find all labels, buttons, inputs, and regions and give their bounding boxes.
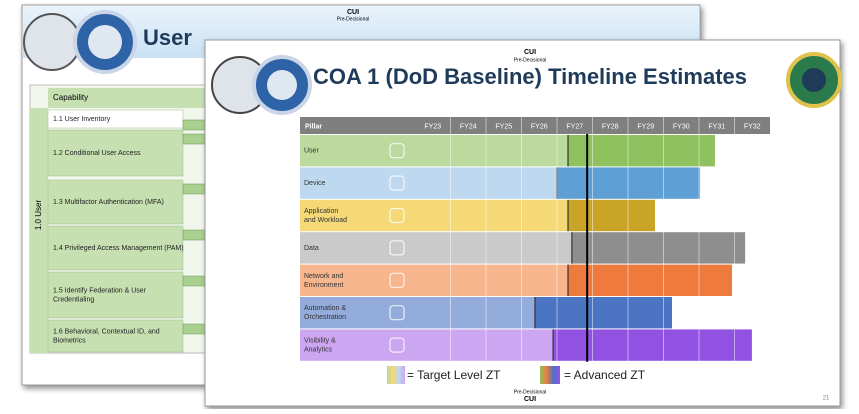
pillar-name: Device <box>304 180 326 187</box>
row-text: 1.6 Behavioral, Contextual ID, and Biomet… <box>53 328 160 344</box>
seal <box>267 70 297 100</box>
row-cell <box>47 129 184 177</box>
page-number: 21 <box>823 396 830 402</box>
icon <box>389 207 405 224</box>
row-block <box>182 275 206 287</box>
footer: CUI <box>524 396 536 403</box>
pillar-name: User <box>304 148 319 155</box>
year-label: FY27 <box>566 123 583 130</box>
slide-title: COA 1 (DoD Baseline) Timeline Estimates <box>313 64 747 89</box>
row-block <box>182 229 206 241</box>
advanced-bar <box>534 297 673 329</box>
target-bar <box>300 199 569 232</box>
legend-swatch <box>387 366 405 384</box>
row-cell <box>47 225 184 271</box>
pillar-name: Data <box>304 245 319 252</box>
legend-text: = Target Level ZT <box>407 368 501 382</box>
row-block <box>182 119 206 131</box>
year-label: FY32 <box>744 123 761 130</box>
target-bar <box>300 264 569 296</box>
row-cell <box>47 271 184 319</box>
target-bar <box>300 329 554 361</box>
side-cell <box>30 108 48 353</box>
row-text: 1.3 Multifactor Authentication (MFA) <box>53 199 164 206</box>
row-text: 1.1 User Inventory <box>53 116 111 123</box>
year-label: FY24 <box>460 123 477 130</box>
icon <box>389 143 405 159</box>
row-block <box>182 133 206 145</box>
marking: CUI <box>347 9 359 16</box>
row-text: 1.2 Conditional User Access <box>53 150 141 157</box>
slide-title: User <box>143 25 192 50</box>
advanced-bar <box>568 199 655 232</box>
year-label: FY30 <box>673 123 690 130</box>
advanced-bar <box>568 264 733 296</box>
header-row <box>300 117 770 134</box>
year-label: FY25 <box>495 123 512 130</box>
target-bar <box>300 232 572 264</box>
header-cell <box>48 88 205 108</box>
pillar-name: Visibility & Analytics <box>304 337 336 353</box>
icon <box>389 240 405 256</box>
icon <box>389 337 405 353</box>
pillar-name: Automation & Orchestration <box>304 305 346 321</box>
target-bar <box>300 135 569 167</box>
target-bar <box>300 297 535 329</box>
legend-text: = Advanced ZT <box>564 368 646 382</box>
row-text: 1.5 Identify Federation & User Credential… <box>53 287 147 303</box>
footer-sub: Pre-Decisional <box>514 389 547 395</box>
year-label: FY29 <box>637 123 654 130</box>
year-label: FY26 <box>531 123 548 130</box>
year-label: FY23 <box>424 123 441 130</box>
seal <box>23 13 81 71</box>
advanced-bar <box>553 329 752 361</box>
year-label: FY31 <box>708 123 725 130</box>
row-cell <box>47 179 184 225</box>
icon <box>389 305 405 321</box>
side-label: 1.0 User <box>34 200 43 231</box>
header-text: Capability <box>53 93 88 102</box>
row-cell <box>47 319 184 353</box>
row-text: 1.4 Privileged Access Management (PAM) <box>53 245 184 252</box>
seal <box>88 25 122 59</box>
legend-swatch <box>540 366 560 384</box>
advanced-bar <box>571 232 746 264</box>
row-block <box>182 183 206 195</box>
marking-sub: Pre-Decisional <box>514 57 547 63</box>
header-text: Pillar <box>305 123 322 130</box>
row-block <box>182 323 206 335</box>
row-cell <box>47 109 184 129</box>
target-bar <box>300 167 557 199</box>
icon <box>389 272 405 288</box>
front-slide: CUI Pre-Decisional COA 1 (DoD Baseline) … <box>204 39 842 407</box>
marking-sub: Pre-Decisional <box>337 16 370 22</box>
pillar-name: Application and Workload <box>304 208 347 224</box>
pillar-name: Network and Environment <box>304 273 343 289</box>
zt-logo <box>802 68 826 92</box>
advanced-bar <box>568 135 715 167</box>
year-label: FY28 <box>602 123 619 130</box>
marking: CUI <box>524 49 536 56</box>
advanced-bar <box>557 167 701 199</box>
icon <box>389 175 405 191</box>
